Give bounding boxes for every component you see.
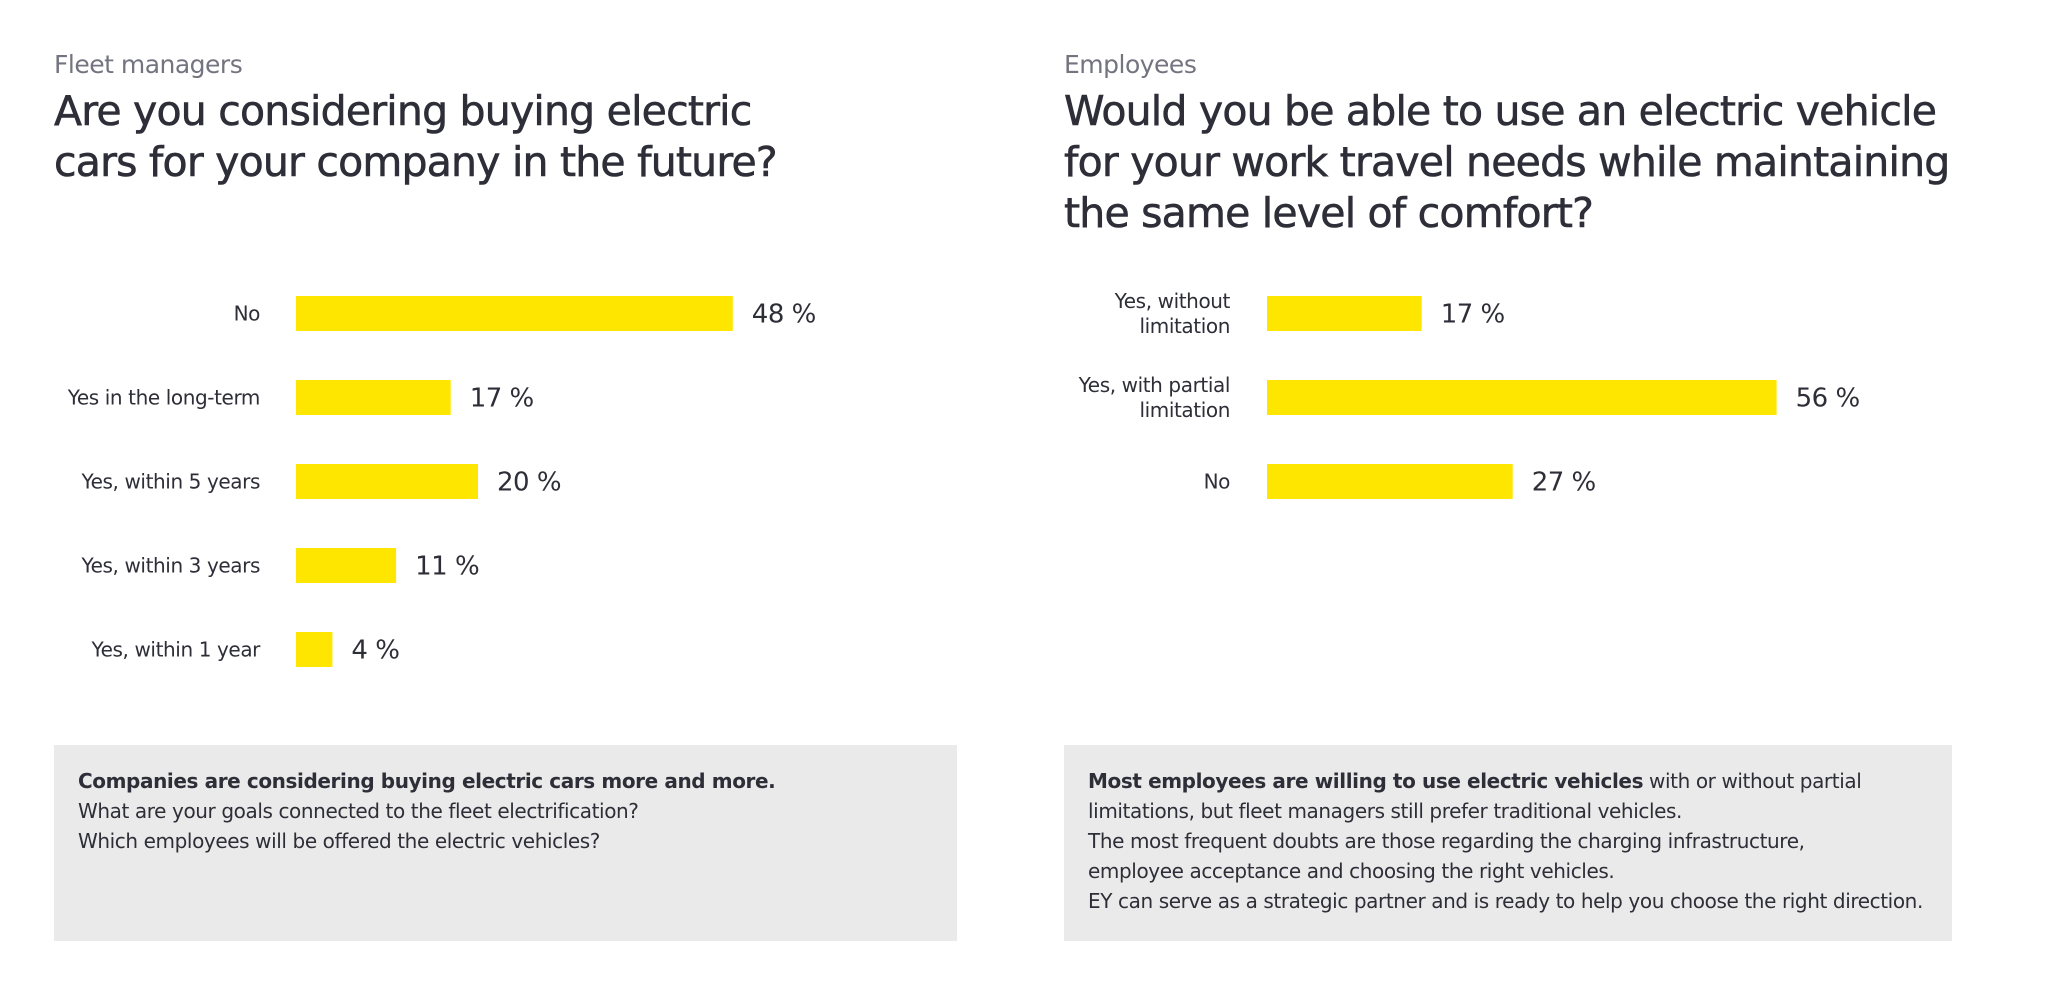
employees-bar-chart: Yes, without limitation 17 %Yes, with part… (1078, 289, 1860, 499)
category-label-line: Yes, within 3 years (80, 554, 260, 578)
category-label: Yes, without limitation (1114, 289, 1231, 338)
callout-line: What are your goals connected to the fle… (78, 799, 639, 823)
category-label-line: Yes in the long-term (67, 386, 260, 410)
callout-bold: Most employees are willing to use electr… (1088, 769, 1644, 793)
fleet-managers-callout: Companies are considering buying electri… (54, 745, 957, 941)
callout-line: Which employees will be offered the elec… (78, 829, 601, 853)
category-label-line: No (1204, 470, 1231, 494)
value-label: 20 % (497, 468, 561, 498)
value-label: 56 % (1796, 384, 1860, 414)
callout-bold: Companies are considering buying electri… (78, 769, 776, 793)
category-label-line: limitation (1139, 398, 1230, 422)
callout-line: Most employees are willing to use electr… (1088, 766, 1928, 796)
title-line: for your work travel needs while maintai… (1064, 138, 1951, 187)
title-line: the same level of comfort? (1064, 189, 1594, 238)
callout-line: Companies are considering buying electri… (78, 766, 933, 796)
value-label: 4 % (351, 636, 399, 666)
employees-callout: Most employees are willing to use electr… (1064, 745, 1952, 941)
category-label: Yes, within 3 years (80, 554, 260, 578)
callout-line: The most frequent doubts are those regar… (1088, 829, 1805, 853)
bar (296, 548, 397, 583)
bar (1267, 296, 1422, 331)
panel-kicker: Fleet managers (54, 50, 243, 79)
bar (1267, 464, 1513, 499)
value-label: 17 % (470, 384, 534, 414)
bar (296, 380, 451, 415)
value-label: 48 % (752, 300, 816, 330)
category-label-line: No (234, 302, 261, 326)
bar (296, 464, 478, 499)
question-title: Would you be able to use an electric veh… (1064, 86, 1951, 239)
category-label-line: Yes, within 5 years (80, 470, 260, 494)
category-label: No (1204, 470, 1231, 494)
callout-line: EY can serve as a strategic partner and … (1088, 889, 1923, 913)
callout-line: limitations, but fleet managers still pr… (1088, 799, 1683, 823)
value-label: 11 % (415, 552, 479, 582)
fleet-managers-bar-chart: No 48 % Yes in the long-term 17 % Yes, withi… (67, 296, 816, 667)
bar (296, 296, 733, 331)
panel-kicker: Employees (1064, 50, 1197, 79)
title-line: Would you be able to use an electric veh… (1064, 87, 1938, 136)
category-label-line: limitation (1139, 314, 1230, 338)
question-title: Are you considering buying electric cars… (54, 86, 814, 188)
category-label: No (234, 302, 261, 326)
category-label-line: Yes, with partial (1078, 373, 1230, 397)
bar (296, 632, 333, 667)
callout-text: with or without partial (1643, 769, 1862, 793)
category-label: Yes, with partial limitation (1078, 373, 1230, 422)
bar (1267, 380, 1777, 415)
category-label-line: Yes, without (1114, 289, 1231, 313)
value-label: 27 % (1532, 468, 1596, 498)
title-line: Are you considering buying electric (54, 87, 753, 136)
value-label: 17 % (1441, 300, 1505, 330)
title-line: cars for your company in the future? (54, 138, 778, 187)
category-label: Yes, within 1 year (90, 638, 261, 662)
callout-line: employee acceptance and choosing the rig… (1088, 859, 1615, 883)
category-label: Yes, within 5 years (80, 470, 260, 494)
category-label: Yes in the long-term (67, 386, 260, 410)
category-label-line: Yes, within 1 year (90, 638, 261, 662)
